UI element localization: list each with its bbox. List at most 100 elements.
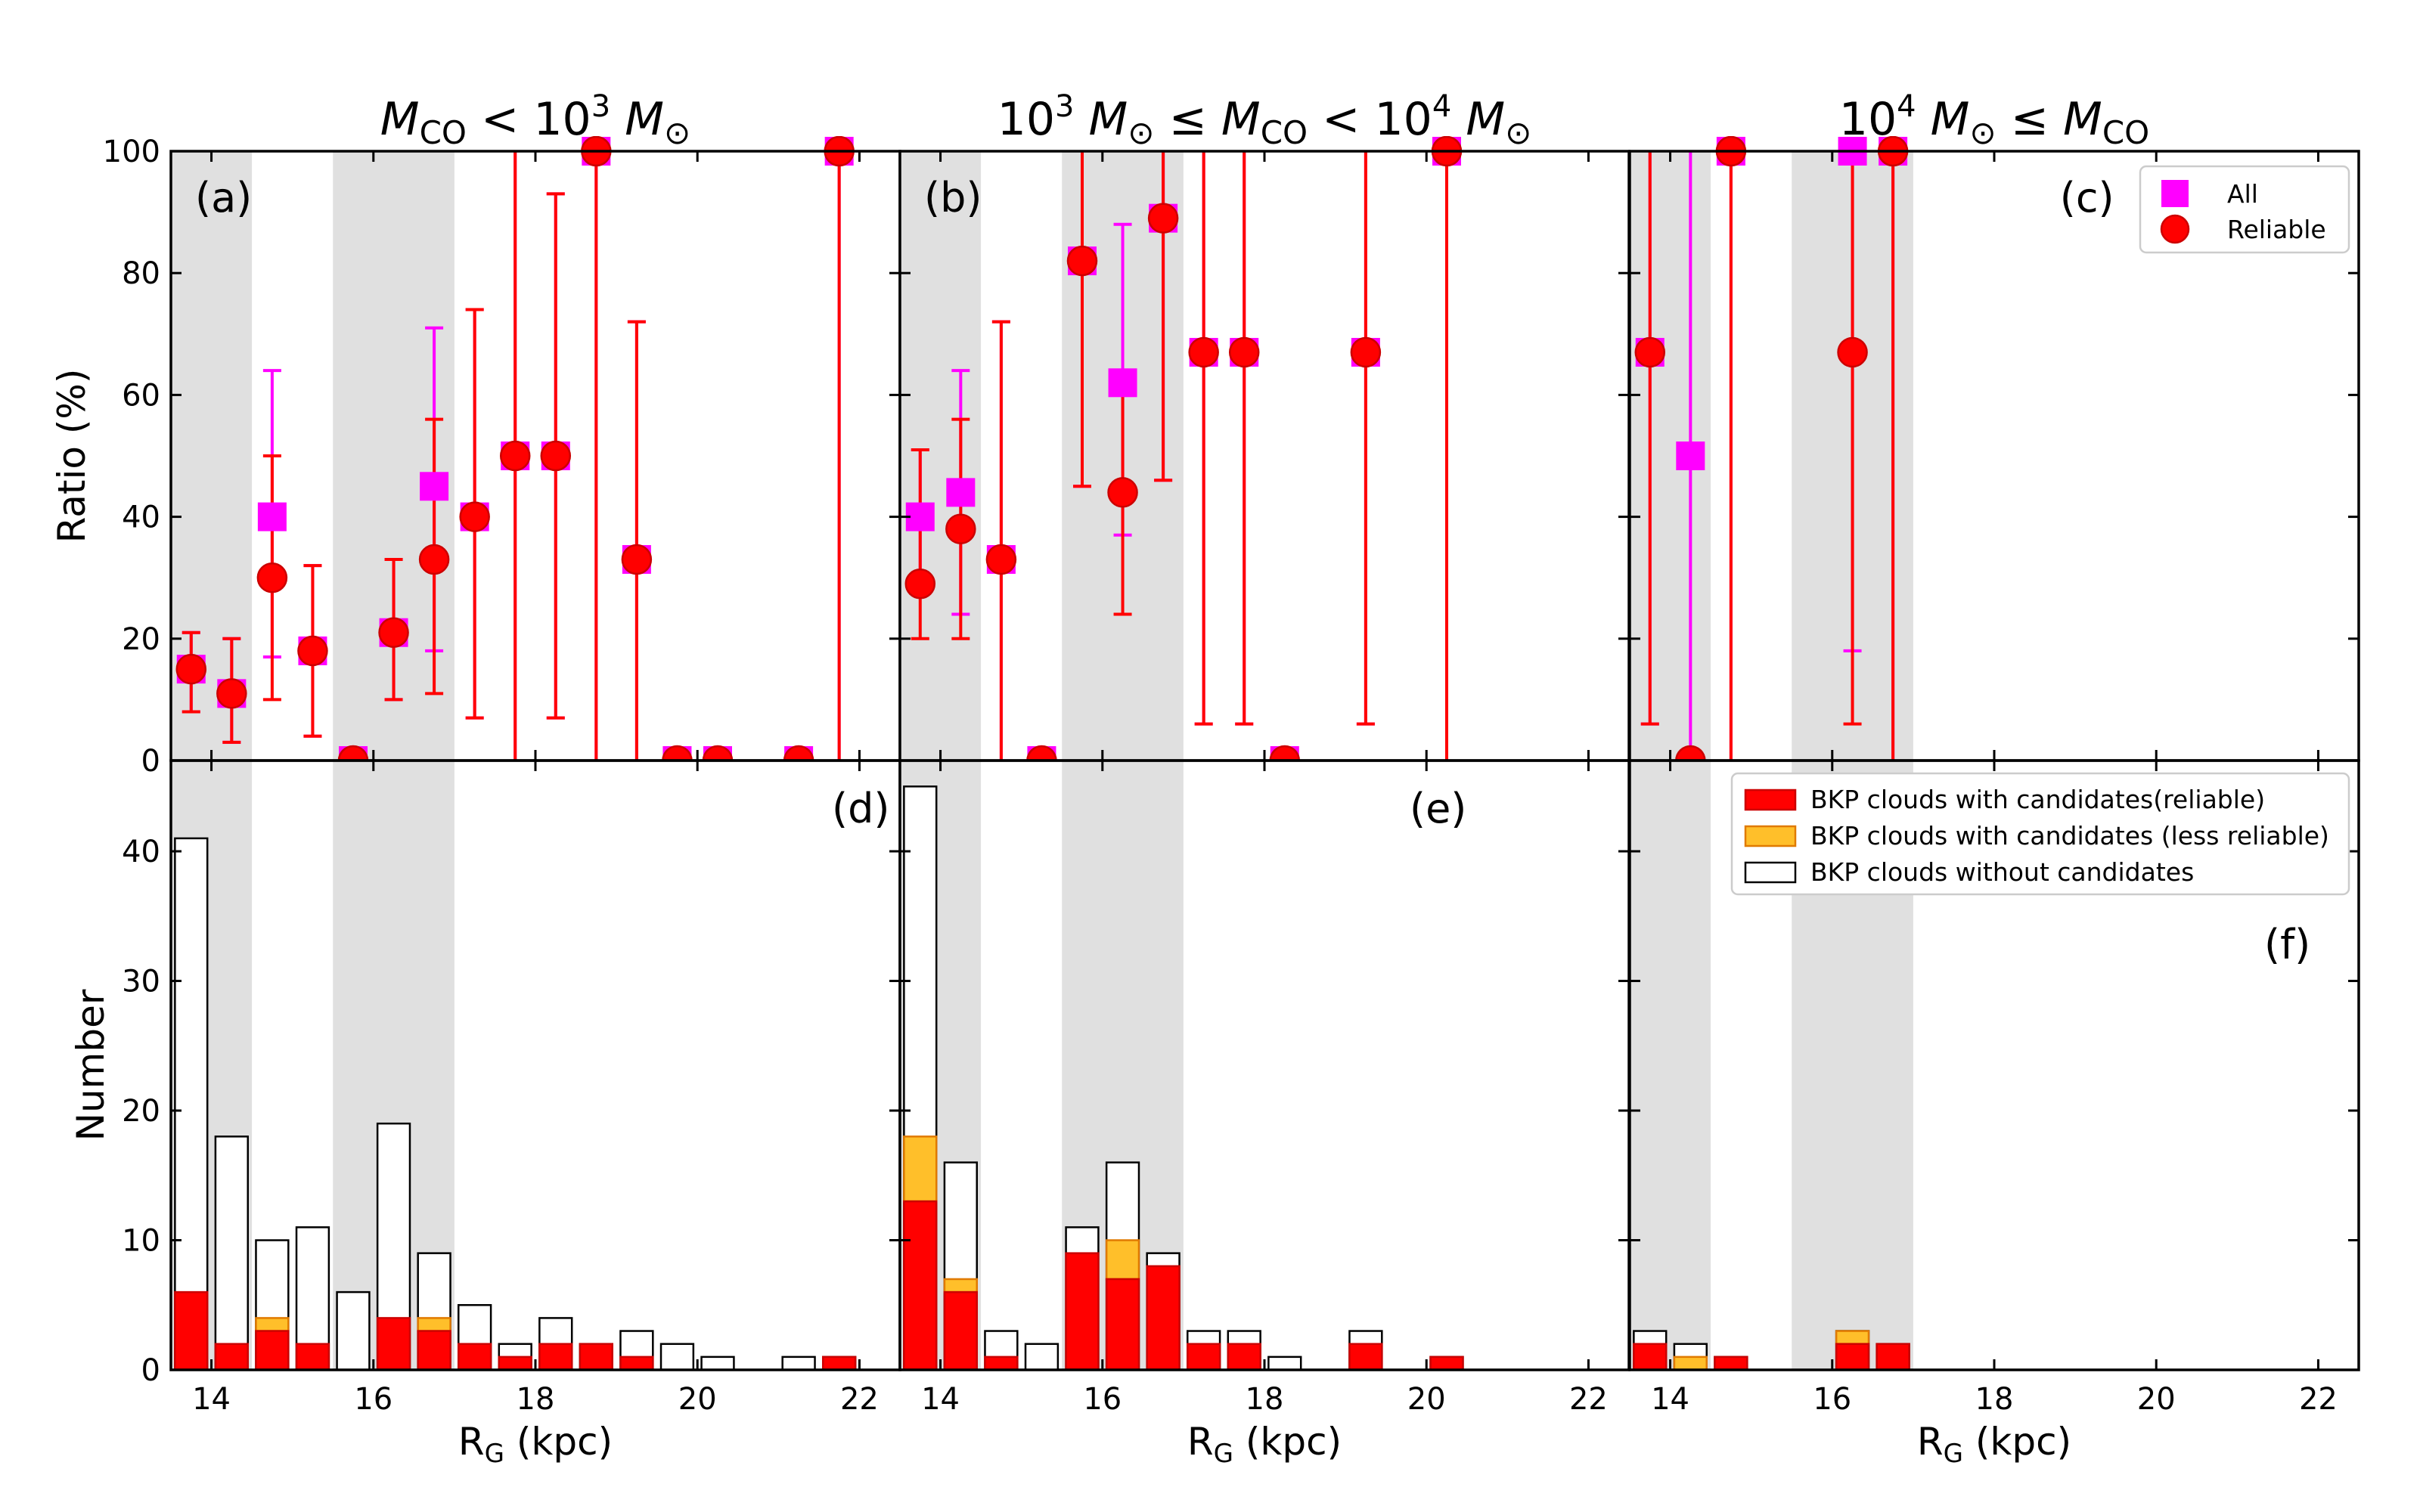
bar-less-reliable: [1105, 1239, 1140, 1281]
bar-reliable: [1876, 1343, 1910, 1370]
all-marker: [1676, 442, 1705, 470]
x-axis-label: RG (kpc): [458, 1420, 613, 1469]
title-part: ⊙: [1128, 114, 1154, 151]
top-y-axis-label: Ratio (%): [50, 369, 94, 544]
x-tick-label: 14: [1651, 1382, 1689, 1417]
bar-reliable: [376, 1317, 411, 1370]
panel-letter-top: (c): [2060, 174, 2114, 222]
x-axis-label-main: R: [1187, 1420, 1214, 1464]
all-marker: [946, 478, 976, 507]
bar-reliable: [1633, 1343, 1668, 1370]
reliable-marker: [904, 569, 936, 600]
reliable-marker: [540, 440, 572, 472]
title-part: M: [610, 93, 664, 146]
all-marker: [905, 502, 935, 531]
x-tick-label: 20: [2137, 1382, 2176, 1417]
y-tick-label: 30: [122, 965, 160, 999]
reliable-marker: [297, 635, 328, 667]
panel-letter-bottom: (d): [832, 785, 889, 832]
reliable-marker: [499, 440, 531, 472]
title-part: ⊙: [1969, 114, 1996, 151]
x-axis-label-sub: G: [1944, 1439, 1963, 1469]
legend-all-label: All: [2227, 179, 2258, 209]
bar-without: [1024, 1343, 1060, 1370]
legend-reliable-label: Reliable: [2227, 215, 2326, 244]
title-part: M: [1916, 93, 1970, 146]
legend-all-marker: [2161, 180, 2189, 207]
panel-letter-bottom: (f): [2264, 921, 2310, 968]
title-part: ⊙: [1505, 114, 1531, 151]
column-title: 103 M⊙ ≤ MCO < 104 M⊙: [997, 89, 1532, 151]
reliable-marker: [378, 617, 409, 648]
column-title: MCO < 103 M⊙: [380, 89, 690, 151]
bar-reliable: [174, 1290, 209, 1370]
reliable-marker: [1026, 745, 1057, 761]
reliable-marker: [337, 745, 369, 761]
bar-reliable: [1429, 1356, 1464, 1370]
column-title: 104 M⊙ ≤ MCO: [1839, 89, 2149, 151]
bar-reliable: [984, 1356, 1019, 1370]
y-tick-label: 60: [122, 378, 160, 413]
bar-reliable: [1348, 1343, 1383, 1370]
x-tick-label: 18: [1975, 1382, 2014, 1417]
bar-reliable: [821, 1356, 857, 1370]
y-tick-label: 20: [122, 1094, 160, 1129]
reliable-marker: [1837, 336, 1868, 368]
bar-less-reliable: [943, 1278, 979, 1294]
bar-reliable: [255, 1330, 290, 1370]
x-tick-label: 16: [1083, 1382, 1122, 1417]
x-tick-label: 14: [921, 1382, 960, 1417]
x-tick-label: 22: [1569, 1382, 1608, 1417]
shade-band-top-0: [900, 151, 982, 761]
y-tick-label: 40: [122, 835, 160, 869]
legend-top-box: [2139, 165, 2350, 254]
top-panel-frame: [898, 150, 1630, 762]
bar-reliable: [538, 1343, 573, 1370]
title-part: M: [1451, 93, 1505, 146]
reliable-marker: [175, 653, 207, 685]
title-part: 10: [1839, 93, 1897, 146]
legend-bar-swatch-0: [1744, 789, 1797, 811]
all-marker: [420, 472, 449, 501]
bar-reliable: [214, 1343, 250, 1370]
legend-bar-swatch-2: [1744, 861, 1797, 884]
reliable-marker: [1066, 245, 1098, 277]
panel-letter-top: (a): [195, 174, 252, 222]
bar-less-reliable: [1673, 1356, 1708, 1370]
reliable-marker: [1350, 336, 1382, 368]
bar-reliable: [943, 1290, 979, 1370]
bars-group: [174, 837, 857, 1370]
title-part: < 10: [467, 93, 591, 146]
ratio-group: [904, 136, 1463, 761]
bar-reliable: [579, 1343, 614, 1370]
title-part: CO: [420, 114, 467, 151]
reliable-marker: [783, 745, 814, 761]
reliable-marker: [1228, 336, 1260, 368]
x-axis-label-sub: G: [485, 1439, 504, 1469]
bar-reliable: [498, 1356, 532, 1370]
x-tick-label: 18: [1246, 1382, 1284, 1417]
all-marker: [257, 502, 287, 531]
reliable-marker: [1634, 336, 1666, 368]
reliable-marker: [256, 562, 288, 593]
reliable-marker: [985, 544, 1017, 575]
ratio-group: [175, 136, 855, 761]
legend-bar-label-1: BKP clouds with candidates (less reliabl…: [1810, 821, 2329, 850]
x-tick-label: 22: [2299, 1382, 2338, 1417]
bar-without: [174, 837, 209, 1370]
legend-bar-label-2: BKP clouds without candidates: [1810, 857, 2194, 887]
y-tick-label: 40: [122, 500, 160, 535]
x-tick-label: 16: [1813, 1382, 1851, 1417]
bar-without: [659, 1343, 695, 1370]
bar-reliable: [1714, 1356, 1748, 1370]
title-part: M: [1221, 93, 1261, 146]
title-part: ≤: [1996, 93, 2063, 146]
bar-without: [781, 1356, 816, 1370]
bar-less-reliable: [417, 1317, 451, 1332]
title-part: ⊙: [664, 114, 690, 151]
x-axis-label-sub: G: [1214, 1439, 1233, 1469]
bar-reliable: [1065, 1252, 1100, 1370]
x-tick-label: 14: [192, 1382, 231, 1417]
x-tick-label: 16: [354, 1382, 392, 1417]
